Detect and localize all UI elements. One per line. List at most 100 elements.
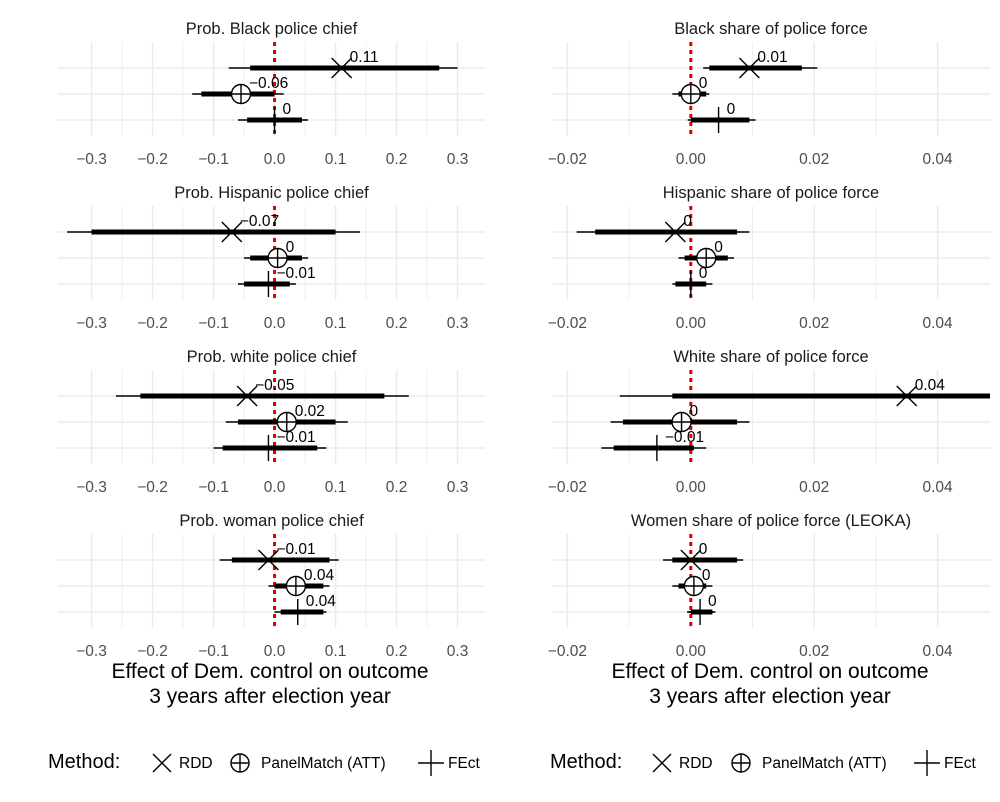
rdd-estimate-marker [331, 57, 353, 79]
panelmatch-estimate-marker [680, 83, 702, 105]
x-tick-label: −0.2 [137, 643, 168, 660]
x-tick-label: −0.1 [198, 643, 229, 660]
x-tick-label: 0.0 [264, 151, 286, 168]
x-tick-label: 0.02 [799, 315, 829, 332]
panel-title: Prob. Hispanic police chief [174, 184, 369, 202]
cross-stroke [257, 549, 279, 571]
cross-stroke [664, 221, 686, 243]
x-tick-label: 0.04 [922, 315, 953, 332]
x-tick-label: 0.1 [325, 315, 347, 332]
x-tick-label: −0.3 [76, 479, 107, 496]
x-tick-label: 0.02 [799, 479, 829, 496]
x-tick-label: −0.02 [548, 479, 587, 496]
estimate-value-label: 0.04 [306, 593, 337, 610]
estimate-value-label: 0 [699, 265, 708, 282]
estimate-value-label: −0.01 [665, 429, 704, 446]
estimate-value-label: 0 [699, 75, 708, 92]
panel-3: Prob. woman police chief −0.3 −0.2 −0.1 0.0 0… [58, 512, 485, 660]
estimate-value-label: 0 [702, 567, 711, 584]
estimate-value-label: 0.11 [350, 49, 379, 66]
x-tick-label: 0.04 [922, 479, 953, 496]
x-tick-label: 0.00 [676, 643, 707, 660]
legend-rdd-label: RDD [679, 755, 713, 772]
x-tick-label: −0.2 [137, 151, 168, 168]
x-tick-label: 0.0 [264, 643, 286, 660]
estimate-value-label: 0.04 [915, 377, 946, 394]
x-tick-label: 0.0 [264, 479, 286, 496]
legend-panelmatch-icon [731, 753, 751, 773]
legend-fect-label: FEct [944, 755, 977, 772]
fect-estimate-marker [677, 271, 704, 297]
panel-title: Prob. white police chief [187, 348, 357, 366]
legend-panelmatch-label: PanelMatch (ATT) [261, 755, 386, 772]
cross-stroke [896, 385, 918, 407]
panel-title: Women share of police force (LEOKA) [631, 512, 911, 530]
estimate-value-label: −0.01 [276, 265, 315, 282]
x-tick-label: 0.3 [447, 643, 469, 660]
xlabel-left-line2: 3 years after election year [149, 685, 391, 708]
estimate-value-label: −0.01 [276, 541, 315, 558]
x-tick-label: 0.02 [799, 151, 829, 168]
x-tick-label: 0.00 [676, 479, 707, 496]
panel-title: White share of police force [673, 348, 868, 366]
panelmatch-estimate-marker [267, 247, 288, 269]
x-tick-label: 0.00 [676, 315, 707, 332]
estimate-value-label: 0.01 [757, 49, 787, 66]
panel-6: White share of police force −0.02 0.00 0.02… [548, 348, 990, 496]
x-tick-label: 0.00 [676, 151, 707, 168]
x-tick-label: 0.04 [922, 643, 953, 660]
xlabel-right-line2: 3 years after election year [649, 685, 891, 708]
panel-1: Prob. Hispanic police chief −0.3 −0.2 −0.1 0… [58, 184, 485, 332]
fect-estimate-marker [284, 599, 311, 625]
panel-title: Prob. Black police chief [186, 20, 358, 38]
estimate-value-label: −0.07 [240, 213, 279, 230]
rdd-estimate-marker [896, 385, 918, 407]
fect-estimate-marker [255, 271, 282, 297]
x-tick-label: −0.2 [137, 315, 168, 332]
panel-4: Black share of police force −0.02 0.00 0.02… [548, 20, 990, 168]
xlabel-right-line1: Effect of Dem. control on outcome [611, 660, 928, 683]
x-tick-label: 0.04 [922, 151, 953, 168]
estimate-value-label: 0 [727, 101, 736, 118]
estimate-value-label: 0 [690, 403, 699, 420]
panel-5: Hispanic share of police force −0.02 0.00 0… [548, 184, 990, 332]
x-tick-label: −0.3 [76, 643, 107, 660]
estimate-value-label: 0.02 [295, 403, 325, 420]
x-tick-label: −0.1 [198, 315, 229, 332]
x-tick-label: −0.02 [548, 315, 587, 332]
estimate-value-label: −0.05 [255, 377, 294, 394]
estimate-value-label: 0.04 [304, 567, 335, 584]
rdd-estimate-marker [221, 221, 243, 243]
estimate-value-label: 0 [286, 239, 295, 256]
legend-rdd-icon [152, 753, 172, 773]
x-tick-label: −0.3 [76, 315, 107, 332]
x-tick-label: −0.2 [137, 479, 168, 496]
legend-panelmatch-label: PanelMatch (ATT) [762, 755, 887, 772]
legend-fect-icon [914, 750, 940, 776]
fect-estimate-marker [687, 599, 714, 625]
estimate-value-label: −0.06 [249, 75, 288, 92]
panel-title: Hispanic share of police force [663, 184, 879, 202]
panelmatch-estimate-marker [285, 575, 307, 597]
x-tick-label: 0.3 [447, 151, 469, 168]
panelmatch-estimate-marker [671, 411, 692, 433]
x-tick-label: 0.2 [386, 151, 408, 168]
x-tick-label: 0.0 [264, 315, 286, 332]
panel-title: Black share of police force [674, 20, 868, 38]
rdd-estimate-marker [236, 385, 258, 407]
legend-title: Method: [48, 751, 120, 773]
estimate-value-label: −0.01 [276, 429, 315, 446]
xlabel-left-line1: Effect of Dem. control on outcome [111, 660, 428, 683]
legend-rdd-label: RDD [179, 755, 213, 772]
x-tick-label: −0.3 [76, 151, 107, 168]
legend-rdd-icon [652, 753, 672, 773]
fect-estimate-marker [255, 435, 282, 461]
x-tick-label: 0.3 [447, 479, 469, 496]
x-tick-label: 0.1 [325, 479, 347, 496]
panelmatch-estimate-marker [696, 247, 717, 269]
panel-2: Prob. white police chief −0.3 −0.2 −0.1 0.0 0… [58, 348, 485, 496]
cross-stroke [236, 385, 258, 407]
legend-fect-icon [418, 750, 444, 776]
x-tick-label: 0.3 [447, 315, 469, 332]
